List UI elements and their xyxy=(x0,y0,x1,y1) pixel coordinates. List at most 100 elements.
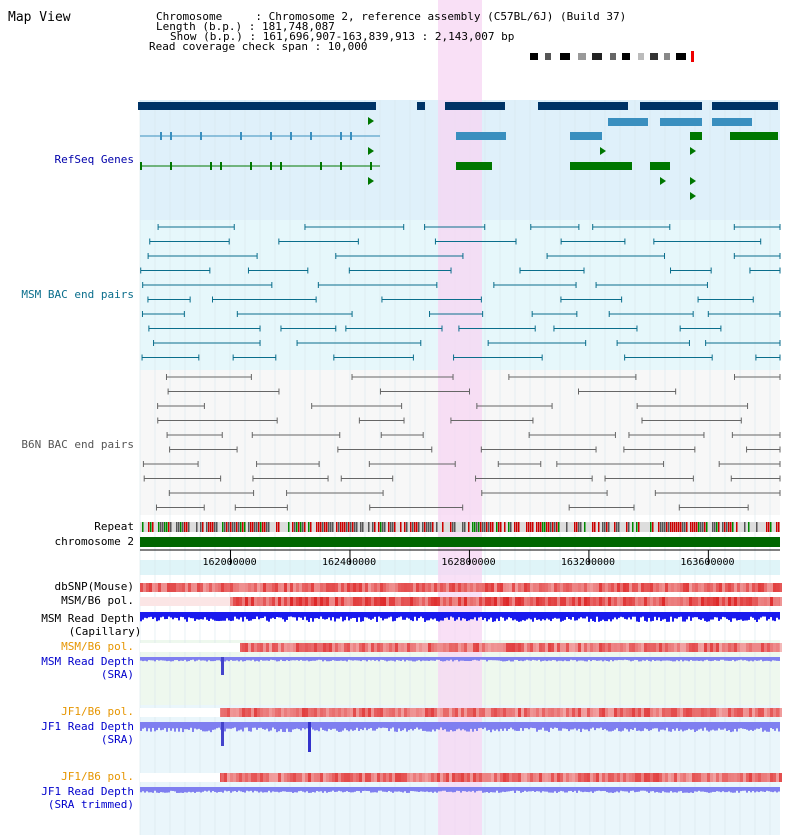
msm-depth-capillary-bar xyxy=(178,612,180,621)
heat-strip-cell xyxy=(494,597,497,606)
jf1-depth-sra-bar xyxy=(578,722,580,729)
msm-depth-capillary-bar xyxy=(164,612,166,620)
jf1-depth-trim-bar xyxy=(242,787,244,793)
msm-depth-sra-bar xyxy=(208,657,210,661)
heat-strip-cell xyxy=(266,708,269,717)
heat-strip-cell xyxy=(290,708,293,717)
heat-strip-cell xyxy=(398,708,401,717)
heat-strip-cell xyxy=(500,643,503,652)
heat-strip-cell xyxy=(383,773,386,782)
msm-depth-sra-bar xyxy=(600,657,602,661)
heat-strip-cell xyxy=(407,597,410,606)
jf1-depth-sra-bar xyxy=(182,722,184,733)
heat-strip-cell xyxy=(395,708,398,717)
heat-strip-cell xyxy=(371,583,374,592)
msm-depth-sra-bar xyxy=(288,657,290,661)
jf1-depth-sra-bar xyxy=(766,722,768,732)
heat-strip-cell xyxy=(674,597,677,606)
msm-depth-capillary-bar xyxy=(764,612,766,617)
jf1-depth-trim-bar xyxy=(652,787,654,792)
msm-depth-capillary-bar xyxy=(670,612,672,617)
jf1-depth-sra-bar xyxy=(672,722,674,730)
repeat-element xyxy=(766,522,768,532)
jf1-depth-trim-bar xyxy=(564,787,566,793)
jf1-depth-sra-bar xyxy=(698,722,700,730)
jf1-depth-sra-bar xyxy=(746,722,748,730)
jf1-depth-sra-bar xyxy=(684,722,686,731)
msm-depth-capillary-bar xyxy=(694,612,696,618)
msm-depth-capillary-bar xyxy=(472,612,474,620)
jf1-depth-sra-bar xyxy=(590,722,592,729)
msm-depth-sra-bar xyxy=(452,657,454,662)
heat-strip-cell xyxy=(254,708,257,717)
repeat-element xyxy=(584,522,586,532)
gene-exon xyxy=(140,162,142,170)
heat-strip-cell xyxy=(236,583,239,592)
jf1-depth-trim-bar xyxy=(620,787,622,791)
msm-depth-capillary-bar xyxy=(552,612,554,619)
heat-strip-cell xyxy=(770,583,773,592)
repeat-element xyxy=(226,522,228,532)
jf1-depth-trim-bar xyxy=(592,787,594,793)
heat-strip-cell xyxy=(416,643,419,652)
heat-strip-cell xyxy=(233,708,236,717)
msm-depth-capillary-bar xyxy=(150,612,152,617)
jf1-depth-sra-bar xyxy=(458,722,460,729)
heat-strip-cell xyxy=(305,597,308,606)
heat-strip-cell xyxy=(464,597,467,606)
jf1-depth-trim-bar xyxy=(568,787,570,792)
msm-depth-sra-bar xyxy=(710,657,712,662)
heat-strip-cell xyxy=(389,708,392,717)
jf1-depth-trim-bar xyxy=(316,787,318,791)
jf1-depth-trim-bar xyxy=(674,787,676,793)
jf1-depth-trim-bar xyxy=(760,787,762,792)
heat-strip-cell xyxy=(524,708,527,717)
repeat-element xyxy=(344,522,346,532)
heat-strip-cell xyxy=(587,708,590,717)
repeat-element xyxy=(390,522,392,532)
heat-strip-cell xyxy=(410,773,413,782)
repeat-element xyxy=(650,522,652,532)
heat-strip-cell xyxy=(488,583,491,592)
heat-strip-cell xyxy=(188,583,191,592)
jf1-depth-trim-bar xyxy=(470,787,472,792)
msm-depth-capillary-bar xyxy=(432,612,434,620)
heat-strip-cell xyxy=(623,773,626,782)
jf1-depth-sra-bar xyxy=(296,722,298,729)
msm-depth-sra-bar xyxy=(270,657,272,660)
heat-strip-cell xyxy=(233,773,236,782)
jf1-depth-trim-bar xyxy=(522,787,524,793)
msm-depth-capillary-bar xyxy=(576,612,578,621)
heat-strip-cell xyxy=(326,597,329,606)
jf1-depth-sra-bar xyxy=(410,722,412,729)
repeat-element xyxy=(604,522,606,532)
jf1-depth-trim-bar xyxy=(666,787,668,793)
msm-depth-sra-bar xyxy=(296,657,298,661)
track-label-refseq[interactable]: RefSeq Genes xyxy=(54,153,134,166)
msm-depth-capillary-bar xyxy=(548,612,550,620)
track-label-b6n-bac[interactable]: B6N BAC end pairs xyxy=(21,438,134,451)
jf1-depth-trim-bar xyxy=(268,787,270,791)
jf1-depth-sra-bar xyxy=(224,722,226,732)
msm-depth-sra-bar xyxy=(500,657,502,661)
jf1-depth-trim-bar xyxy=(472,787,474,791)
msm-depth-capillary-bar xyxy=(166,612,168,619)
repeat-element xyxy=(188,522,190,532)
msm-depth-sra-bar xyxy=(410,657,412,661)
jf1-depth-trim-bar xyxy=(482,787,484,793)
msm-depth-capillary-bar xyxy=(528,612,530,619)
msm-depth-capillary-bar xyxy=(558,612,560,619)
repeat-element xyxy=(416,522,418,532)
msm-depth-sra-bar xyxy=(468,657,470,662)
heat-strip-cell xyxy=(314,708,317,717)
gene-block xyxy=(660,118,702,126)
heat-strip-cell xyxy=(701,643,704,652)
track-label-msm-bac[interactable]: MSM BAC end pairs xyxy=(21,288,134,301)
repeat-element xyxy=(278,522,280,532)
repeat-element xyxy=(378,522,380,532)
heat-strip-cell xyxy=(557,597,560,606)
repeat-element xyxy=(662,522,664,532)
msm-depth-sra-bar xyxy=(698,657,700,661)
jf1-depth-trim-bar xyxy=(292,787,294,793)
